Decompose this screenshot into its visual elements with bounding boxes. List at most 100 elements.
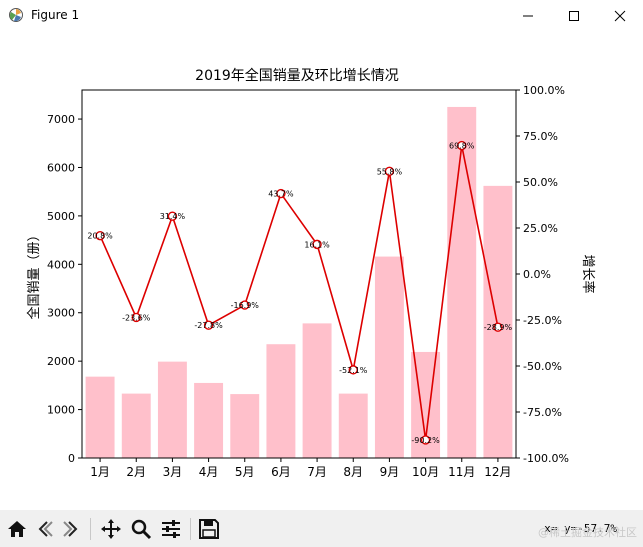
bar: [483, 185, 513, 458]
bar: [447, 106, 477, 459]
bar: [157, 361, 187, 458]
y-tick-label: 6000: [47, 161, 75, 174]
back-icon: [38, 521, 53, 537]
growth-data-label: 31.4%: [160, 212, 186, 221]
save-button[interactable]: [196, 516, 222, 542]
window-title: Figure 1: [31, 8, 80, 22]
y-tick-label: 2000: [47, 355, 75, 368]
bar-series: [85, 106, 513, 459]
growth-data-label: -28.9%: [484, 323, 513, 332]
y2-tick-label: -25.0%: [523, 314, 562, 327]
bar: [266, 344, 296, 458]
growth-data-label: -52.1%: [339, 366, 368, 375]
x-tick-label: 4月: [199, 465, 219, 479]
growth-data-label: 20.8%: [87, 232, 113, 241]
x-tick-label: 11月: [448, 465, 475, 479]
growth-point: [348, 365, 358, 375]
y2-tick-label: 25.0%: [523, 222, 558, 235]
x-tick-label: 2月: [126, 465, 146, 479]
chart-title: 2019年全国销量及环比增长情况: [195, 67, 399, 84]
growth-point: [420, 435, 431, 445]
growth-data-label: -27.8%: [194, 321, 223, 330]
forward-icon: [63, 521, 78, 537]
y2-axis-label: 增长率: [580, 254, 596, 293]
toolbar-separator: [90, 518, 91, 540]
y2-tick-label: 75.0%: [523, 130, 558, 143]
bar: [302, 323, 332, 458]
growth-point: [276, 188, 286, 199]
growth-point: [457, 140, 467, 151]
growth-data-label: 43.7%: [268, 190, 294, 199]
x-tick-label: 12月: [484, 465, 511, 479]
y-tick-label: 3000: [47, 307, 75, 320]
left-axis: 0 1000 2000 3000 4000 5000 6000 7000: [47, 113, 82, 465]
growth-point: [95, 231, 105, 241]
bar: [121, 393, 151, 458]
y-tick-label: 4000: [47, 258, 75, 271]
zoom-icon: [131, 519, 152, 540]
cursor-coordinates: x= y=-57.7%: [544, 522, 617, 535]
bar: [338, 393, 368, 458]
figure-canvas[interactable]: 2019年全国销量及环比增长情况 0 1000 2000 3000 4000 5000 60…: [0, 32, 643, 510]
x-tick-label: 10月: [412, 465, 439, 479]
y-axis-label: 全国销量（册）: [26, 228, 42, 319]
x-tick-label: 7月: [307, 465, 327, 479]
zoom-button[interactable]: [128, 516, 154, 542]
forward-button[interactable]: [58, 516, 84, 542]
y2-tick-label: -75.0%: [523, 406, 562, 419]
close-button[interactable]: [597, 0, 643, 32]
y2-tick-label: 100.0%: [523, 84, 565, 97]
chart-svg: 2019年全国销量及环比增长情况 0 1000 2000 3000 4000 5000 60…: [26, 67, 596, 479]
growth-point: [240, 300, 250, 310]
growth-point: [167, 211, 178, 221]
navigation-toolbar: x= y=-57.7% @稀土掘金技术社区: [0, 510, 643, 547]
x-tick-label: 8月: [343, 465, 363, 479]
maximize-button[interactable]: [551, 0, 597, 32]
configure-subplots-icon: [162, 520, 180, 538]
bar: [374, 256, 404, 458]
matplotlib-app-icon: [9, 8, 23, 22]
growth-point: [203, 320, 214, 330]
configure-subplots-button[interactable]: [158, 516, 184, 542]
bar: [194, 382, 224, 458]
growth-data-label: 55.8%: [377, 167, 403, 176]
y2-tick-label: 50.0%: [523, 176, 558, 189]
growth-line-series: 20.8% -23.6% 31.4% -27.8% -16.9% 43.7% 16.1% -5…: [87, 140, 513, 445]
growth-data-label: 69.8%: [449, 142, 475, 151]
y2-tick-label: -100.0%: [523, 452, 569, 465]
x-axis: 1月 2月 3月 4月 5月 6月 7月 8月 9月 10月 11月 12月: [90, 458, 512, 479]
y-tick-label: 7000: [47, 113, 75, 126]
x-tick-label: 3月: [163, 465, 183, 479]
close-icon: [614, 10, 626, 22]
y-tick-label: 0: [68, 452, 75, 465]
minimize-button[interactable]: [505, 0, 551, 32]
toolbar-separator: [190, 518, 191, 540]
growth-point: [312, 239, 322, 250]
right-axis: -100.0% -75.0% -50.0% -25.0% 0.0% 25.0% 50.0% 7…: [516, 84, 569, 465]
plot-frame: [81, 89, 517, 459]
home-icon: [8, 521, 26, 537]
growth-data-label: -90.2%: [411, 436, 440, 445]
x-tick-label: 5月: [235, 465, 255, 479]
minimize-icon: [523, 15, 533, 17]
pan-icon: [101, 519, 121, 539]
bar: [85, 376, 115, 458]
maximize-icon: [569, 11, 579, 21]
back-button[interactable]: [32, 516, 58, 542]
x-tick-label: 9月: [380, 465, 400, 479]
growth-data-label: -16.9%: [231, 301, 260, 310]
growth-line: [99, 145, 499, 441]
growth-data-label: -23.6%: [122, 313, 151, 322]
y-tick-label: 5000: [47, 210, 75, 223]
window-titlebar: Figure 1: [0, 0, 643, 32]
watermark: @稀土掘金技术社区: [538, 526, 637, 539]
growth-point: [131, 312, 141, 323]
save-icon: [199, 519, 219, 539]
home-button[interactable]: [4, 516, 30, 542]
growth-point: [384, 166, 395, 177]
y2-tick-label: -50.0%: [523, 360, 562, 373]
pan-button[interactable]: [98, 516, 124, 542]
y-tick-label: 1000: [47, 404, 75, 417]
x-tick-label: 1月: [90, 465, 110, 479]
y2-tick-label: 0.0%: [523, 268, 551, 281]
